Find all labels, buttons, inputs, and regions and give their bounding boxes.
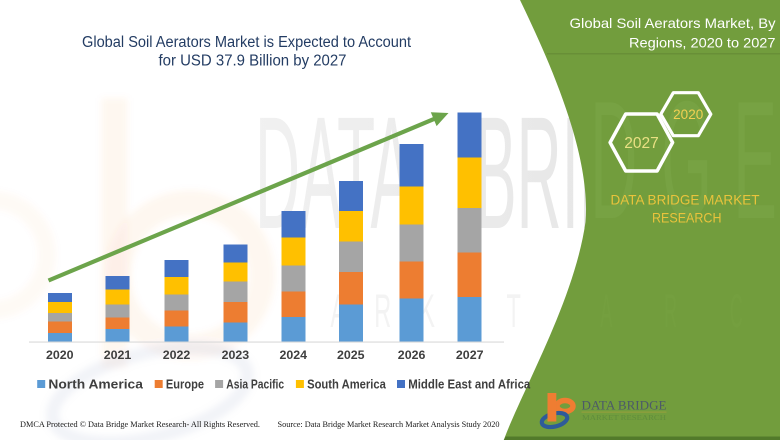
svg-text:Global Soil Aerators Market is: Global Soil Aerators Market is Expected … <box>82 34 412 51</box>
svg-text:North America: North America <box>48 378 144 392</box>
svg-text:Asia Pacific: Asia Pacific <box>226 378 284 392</box>
svg-text:2021: 2021 <box>104 348 132 362</box>
svg-text:G: G <box>661 68 712 255</box>
svg-text:A R C H: A R C H <box>600 285 780 338</box>
svg-text:DMCA Protected © Data Bridge M: DMCA Protected © Data Bridge Market Rese… <box>20 419 260 429</box>
svg-text:2020: 2020 <box>46 348 74 362</box>
svg-text:DATA BRIDGE: DATA BRIDGE <box>582 399 667 413</box>
svg-text:2027: 2027 <box>456 348 484 362</box>
svg-text:DATA: DATA <box>255 83 412 262</box>
svg-text:2024: 2024 <box>280 348 308 362</box>
svg-text:2020: 2020 <box>673 107 703 122</box>
svg-text:2026: 2026 <box>398 348 426 362</box>
svg-text:2027: 2027 <box>624 135 658 152</box>
svg-text:E: E <box>733 68 777 255</box>
svg-text:Global Soil Aerators Market, B: Global Soil Aerators Market, By <box>570 15 776 31</box>
svg-text:for USD 37.9 Billion by 2027: for USD 37.9 Billion by 2027 <box>159 53 347 70</box>
svg-text:Middle East and Africa: Middle East and Africa <box>408 378 531 392</box>
svg-text:2025: 2025 <box>337 348 365 362</box>
svg-text:2022: 2022 <box>163 348 191 362</box>
svg-text:D: D <box>590 68 637 255</box>
svg-text:Regions, 2020 to 2027: Regions, 2020 to 2027 <box>629 34 776 50</box>
svg-text:2023: 2023 <box>222 348 250 362</box>
svg-text:RESEARCH: RESEARCH <box>652 211 722 226</box>
svg-text:DATA BRIDGE MARKET: DATA BRIDGE MARKET <box>611 193 760 208</box>
svg-text:Source: Data Bridge Market Res: Source: Data Bridge Market Research Mark… <box>278 419 501 429</box>
svg-text:South America: South America <box>307 378 387 392</box>
svg-text:Europe: Europe <box>166 378 204 392</box>
svg-text:MARKET RESEARCH: MARKET RESEARCH <box>582 414 666 422</box>
